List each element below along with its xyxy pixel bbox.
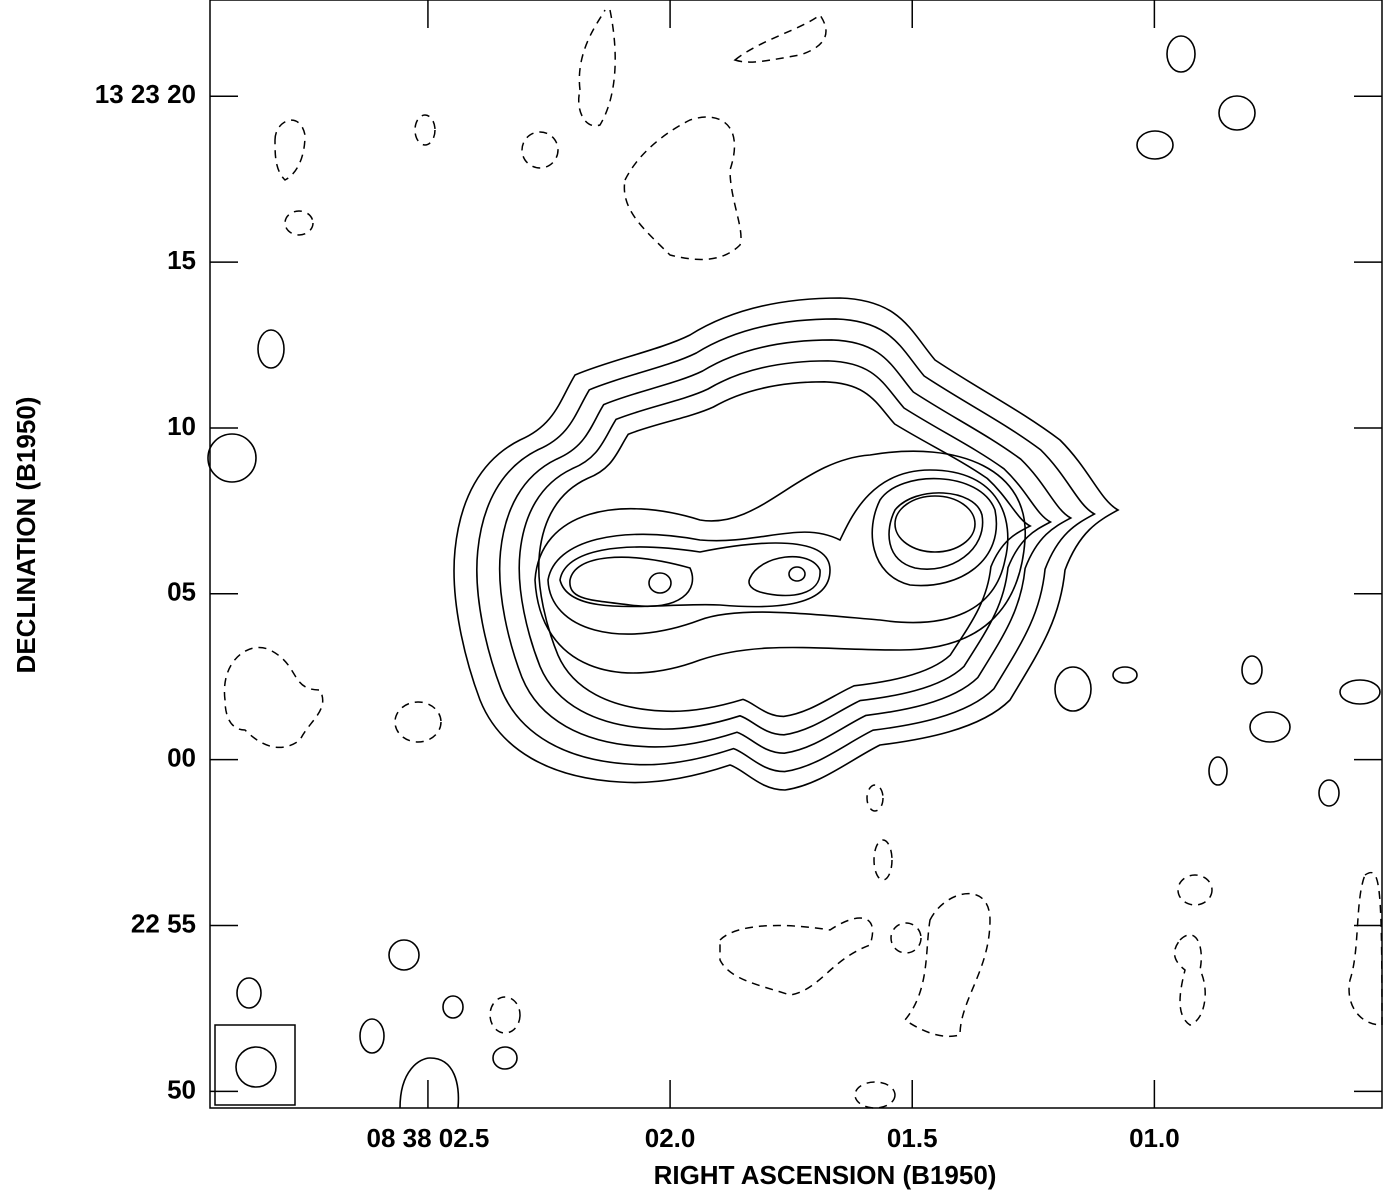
contour xyxy=(443,996,463,1018)
contour xyxy=(493,1047,517,1069)
x-tick-label: 01.5 xyxy=(887,1123,938,1153)
y-tick-label: 15 xyxy=(167,245,196,275)
contours xyxy=(208,9,1383,1109)
contour xyxy=(400,1058,458,1108)
contour xyxy=(873,839,893,881)
contour xyxy=(1242,656,1262,684)
y-tick-label: 22 55 xyxy=(131,908,196,938)
x-tick-label: 01.0 xyxy=(1129,1123,1180,1153)
plot-frame xyxy=(209,0,1383,1109)
contour xyxy=(548,470,1008,634)
beam-box xyxy=(214,1024,296,1106)
contour xyxy=(1348,871,1383,1026)
contour xyxy=(719,917,874,996)
contour xyxy=(578,9,616,127)
contour xyxy=(1177,874,1213,906)
contour xyxy=(498,339,1072,754)
contour xyxy=(623,116,742,261)
contour xyxy=(258,330,284,368)
y-tick-label: 50 xyxy=(167,1074,196,1104)
contour xyxy=(1173,934,1206,1026)
contour xyxy=(895,496,975,552)
x-tick-label: 02.0 xyxy=(645,1123,696,1153)
contour xyxy=(360,1019,384,1053)
contour xyxy=(1209,757,1227,785)
contour xyxy=(872,479,996,586)
contour xyxy=(274,119,306,181)
contour xyxy=(789,567,805,581)
contour xyxy=(866,784,884,812)
contour xyxy=(489,996,521,1034)
contour xyxy=(237,978,261,1008)
contour xyxy=(1319,780,1339,806)
contour xyxy=(394,701,442,743)
beam xyxy=(235,1046,277,1088)
contour xyxy=(570,557,693,606)
y-axis-label: DECLINATION (B1950) xyxy=(11,397,41,674)
contour xyxy=(1219,96,1255,130)
contour xyxy=(284,210,314,236)
contour xyxy=(208,434,256,482)
x-axis-label: RIGHT ASCENSION (B1950) xyxy=(654,1160,997,1190)
y-tick-label: 00 xyxy=(167,743,196,773)
contour xyxy=(1113,667,1137,683)
contour xyxy=(389,940,419,970)
contour xyxy=(889,493,983,569)
contour xyxy=(733,13,827,63)
contour xyxy=(518,360,1052,736)
contour xyxy=(521,131,559,169)
contour xyxy=(223,646,324,749)
contour xyxy=(535,451,1025,673)
contour xyxy=(749,557,820,596)
y-tick-label: 13 23 20 xyxy=(95,79,196,109)
contour xyxy=(454,298,1118,790)
contour xyxy=(1137,131,1173,159)
y-tick-label: 10 xyxy=(167,411,196,441)
y-tick-label: 05 xyxy=(167,577,196,607)
contour xyxy=(1340,680,1380,704)
x-tick-label: 08 38 02.5 xyxy=(366,1123,489,1153)
contour xyxy=(903,892,991,1037)
contour xyxy=(1250,712,1290,742)
contour xyxy=(414,114,436,146)
contour xyxy=(1055,667,1091,711)
contour xyxy=(890,922,922,954)
contour xyxy=(1167,36,1195,72)
contour xyxy=(649,573,671,593)
contour xyxy=(854,1081,896,1109)
